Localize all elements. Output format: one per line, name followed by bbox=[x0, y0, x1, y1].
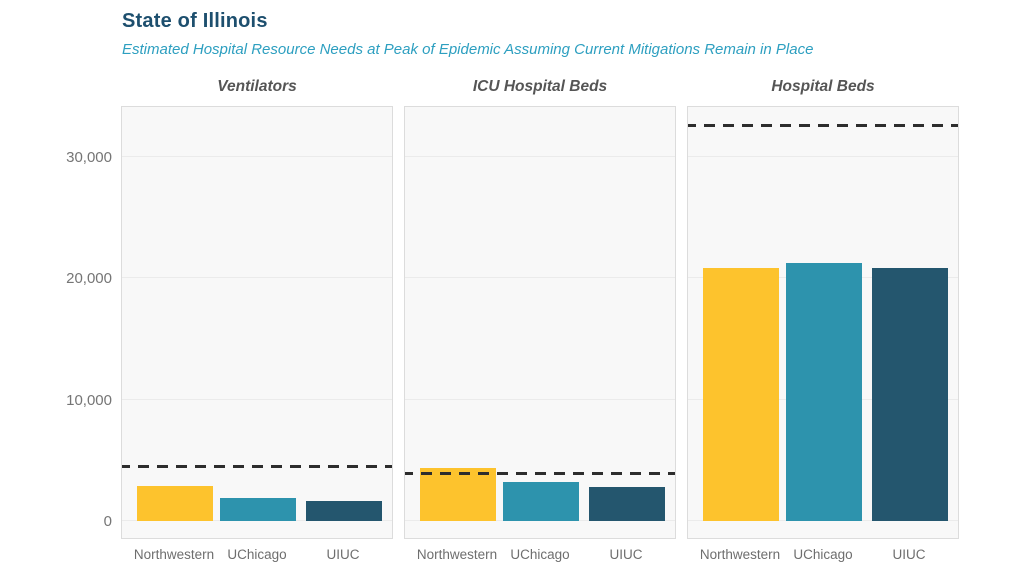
x-tick-label: Northwestern bbox=[699, 547, 781, 562]
x-tick-label: UIUC bbox=[326, 547, 360, 562]
panel-title: Hospital Beds bbox=[771, 78, 875, 95]
y-tick-label: 0 bbox=[103, 513, 112, 530]
gridline bbox=[405, 398, 675, 400]
bar-uiuc bbox=[306, 501, 382, 521]
x-tick-label: UChicago bbox=[793, 547, 853, 562]
bar-uchicago bbox=[503, 482, 579, 521]
bar-northwestern bbox=[420, 468, 496, 521]
x-axis-labels: Northwestern UChicago UIUC bbox=[121, 539, 393, 569]
bar-uchicago bbox=[786, 263, 862, 521]
bar-uchicago bbox=[220, 498, 296, 521]
x-tick-label: UIUC bbox=[609, 547, 643, 562]
x-axis-labels: Northwestern UChicago UIUC bbox=[687, 539, 959, 569]
gridline bbox=[405, 156, 675, 158]
gridline bbox=[688, 156, 958, 158]
plot-area bbox=[687, 106, 959, 539]
x-tick-label: Northwestern bbox=[133, 547, 215, 562]
gridline bbox=[122, 398, 392, 400]
capacity-dashed-line bbox=[688, 124, 958, 128]
panel-title: Ventilators bbox=[217, 78, 297, 95]
x-tick-label: UChicago bbox=[510, 547, 570, 562]
chart-subtitle: Estimated Hospital Resource Needs at Pea… bbox=[122, 41, 814, 58]
capacity-dashed-line bbox=[122, 464, 392, 468]
y-tick-label: 10,000 bbox=[66, 391, 112, 409]
plot-area bbox=[404, 106, 676, 539]
x-axis-labels: Northwestern UChicago UIUC bbox=[404, 539, 676, 569]
x-tick-label: UChicago bbox=[227, 547, 287, 562]
x-tick-label: UIUC bbox=[892, 547, 926, 562]
bar-northwestern bbox=[137, 486, 213, 521]
bar-northwestern bbox=[703, 268, 779, 521]
capacity-dashed-line bbox=[405, 472, 675, 476]
bar-uiuc bbox=[589, 487, 665, 521]
y-tick-label: 30,000 bbox=[66, 149, 112, 167]
bar-uiuc bbox=[872, 268, 948, 521]
plot-area bbox=[121, 106, 393, 539]
gridline bbox=[122, 277, 392, 279]
gridline bbox=[122, 156, 392, 158]
y-tick-label: 20,000 bbox=[66, 270, 112, 288]
gridline bbox=[405, 277, 675, 279]
panel-title: ICU Hospital Beds bbox=[472, 78, 608, 95]
chart-title: State of Illinois bbox=[122, 10, 268, 32]
x-tick-label: Northwestern bbox=[416, 547, 498, 562]
